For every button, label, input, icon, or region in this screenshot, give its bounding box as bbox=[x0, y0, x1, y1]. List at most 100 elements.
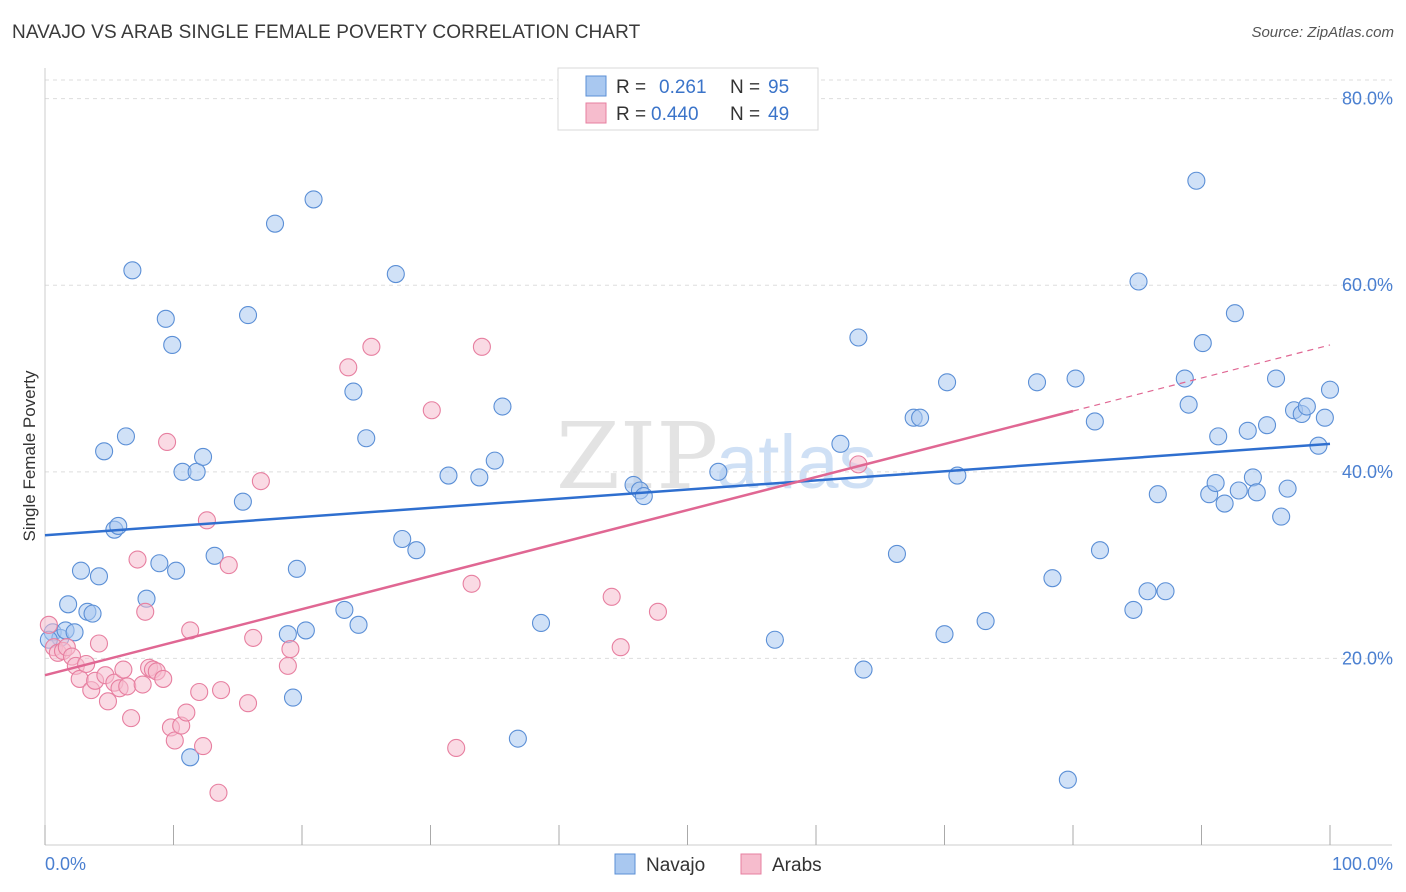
navajo-point bbox=[386, 264, 405, 284]
arabs-point bbox=[122, 709, 141, 728]
y-tick-label: 80.0% bbox=[1342, 89, 1393, 109]
navajo-point bbox=[1225, 304, 1244, 323]
arabs-point bbox=[219, 556, 238, 575]
navajo-point bbox=[531, 613, 551, 633]
navajo-point bbox=[265, 214, 285, 233]
navajo-point bbox=[187, 462, 206, 481]
navajo-point bbox=[71, 561, 91, 580]
arabs-point bbox=[602, 587, 621, 606]
navajo-point bbox=[1090, 541, 1110, 560]
grid-lines bbox=[45, 79, 1392, 659]
legend-swatch-navajo bbox=[585, 75, 607, 97]
arabs-point bbox=[128, 550, 147, 569]
navajo-point bbox=[205, 546, 224, 565]
navajo-point bbox=[1257, 416, 1277, 435]
legend: R = 0.261 N = 95 R = 0.440 N = 49 bbox=[557, 67, 819, 131]
navajo-point bbox=[1229, 481, 1248, 500]
navajo-point bbox=[296, 621, 315, 640]
navajo-point bbox=[1209, 427, 1228, 446]
navajo-point bbox=[1238, 421, 1257, 440]
arabs-point bbox=[89, 634, 109, 653]
legend-n-value: 95 bbox=[768, 77, 789, 98]
navajo-point bbox=[1129, 272, 1148, 291]
navajo-point bbox=[278, 625, 297, 644]
navajo-point bbox=[163, 335, 182, 355]
trend-line-navajo bbox=[44, 442, 1331, 537]
arabs-point bbox=[362, 337, 381, 356]
navajo-point bbox=[1193, 334, 1212, 353]
arabs-point bbox=[190, 682, 209, 702]
navajo-point bbox=[233, 492, 252, 511]
navajo-point bbox=[89, 567, 109, 586]
navajo-point bbox=[849, 328, 868, 347]
bottom-legend-swatch-arabs bbox=[740, 853, 762, 875]
navajo-point bbox=[1179, 395, 1198, 414]
navajo-point bbox=[1247, 483, 1266, 502]
navajo-point bbox=[1138, 582, 1157, 601]
navajo-point bbox=[854, 660, 873, 679]
legend-r-label: R = bbox=[616, 104, 646, 125]
navajo-point bbox=[1175, 369, 1194, 388]
trend-line-extension bbox=[1072, 344, 1331, 412]
navajo-point bbox=[1124, 600, 1143, 619]
arabs-point bbox=[39, 615, 58, 634]
navajo-point bbox=[283, 688, 303, 707]
bottom-legend-label-navajo: Navajo bbox=[646, 855, 705, 876]
arabs-point bbox=[251, 472, 270, 491]
navajo-point bbox=[167, 561, 186, 580]
navajo-point bbox=[1266, 369, 1286, 388]
bottom-legend-swatch-navajo bbox=[614, 853, 636, 875]
navajo-point bbox=[304, 190, 323, 209]
navajo-point bbox=[1297, 397, 1316, 416]
trend-line-arabs bbox=[44, 409, 1074, 677]
arabs-point bbox=[177, 703, 196, 722]
navajo-point bbox=[83, 604, 102, 623]
navajo-point bbox=[181, 748, 200, 767]
navajo-point bbox=[1085, 412, 1104, 431]
navajo-point bbox=[485, 451, 504, 470]
axes bbox=[44, 68, 1392, 846]
navajo-point bbox=[508, 729, 527, 748]
arabs-point bbox=[194, 737, 213, 756]
navajo-point bbox=[156, 309, 175, 328]
bottom-legend: Navajo Arabs bbox=[614, 853, 822, 876]
y-tick-labels: 20.0% 40.0% 60.0% 80.0% bbox=[1342, 89, 1393, 669]
bottom-legend-label-arabs: Arabs bbox=[772, 855, 822, 876]
legend-r-value: 0.440 bbox=[651, 104, 699, 125]
navajo-point bbox=[150, 554, 169, 573]
legend-n-value: 49 bbox=[768, 104, 789, 125]
arabs-point bbox=[211, 681, 231, 700]
y-tick-label: 20.0% bbox=[1342, 648, 1393, 668]
navajo-point bbox=[344, 382, 363, 401]
arabs-point bbox=[197, 511, 216, 530]
navajo-point bbox=[831, 434, 850, 453]
arabs-point bbox=[98, 692, 118, 711]
watermark: ZIP atlas bbox=[556, 403, 877, 510]
navajo-point bbox=[470, 468, 489, 487]
navajo-point bbox=[116, 427, 136, 446]
arabs-point bbox=[611, 638, 630, 657]
navajo-point bbox=[1215, 494, 1234, 513]
navajo-point bbox=[911, 408, 930, 427]
arabs-point bbox=[238, 694, 258, 713]
chart-title: NAVAJO VS ARAB SINGLE FEMALE POVERTY COR… bbox=[12, 22, 641, 43]
navajo-point bbox=[393, 529, 412, 549]
arabs-point bbox=[136, 602, 155, 621]
y-tick-label: 40.0% bbox=[1342, 462, 1393, 482]
legend-n-label: N = bbox=[730, 104, 760, 125]
navajo-point bbox=[59, 595, 78, 614]
arabs-point bbox=[133, 675, 152, 694]
arabs-point bbox=[281, 640, 300, 659]
navajo-point bbox=[407, 541, 426, 560]
navajo-point bbox=[1058, 770, 1077, 789]
navajo-point bbox=[935, 625, 954, 644]
navajo-point bbox=[335, 600, 354, 619]
legend-r-value: 0.261 bbox=[659, 77, 707, 98]
arabs-point bbox=[154, 669, 173, 688]
trend-lines bbox=[44, 344, 1331, 677]
arabs-point bbox=[158, 432, 177, 452]
navajo-point bbox=[349, 615, 368, 634]
navajo-point bbox=[95, 442, 114, 461]
y-tick-label: 60.0% bbox=[1342, 275, 1393, 295]
